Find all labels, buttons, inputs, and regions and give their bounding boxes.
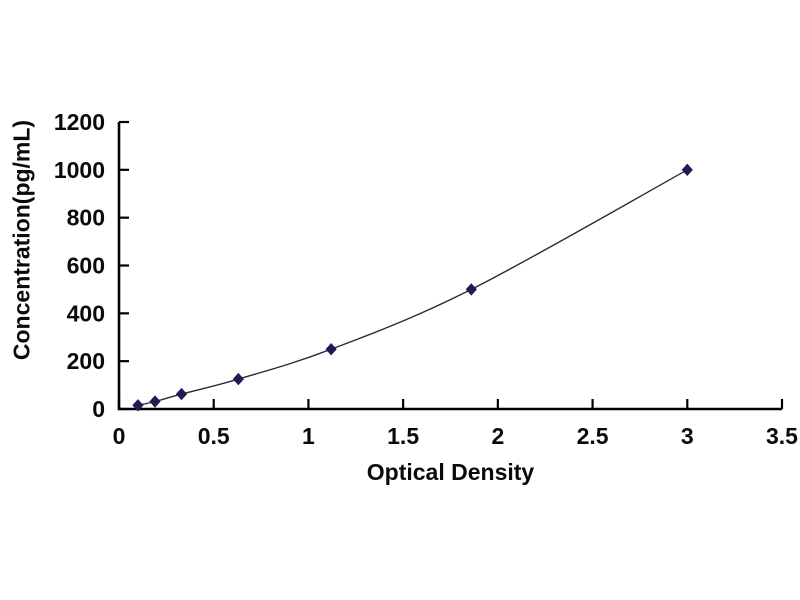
x-axis-title: Optical Density bbox=[366, 459, 535, 485]
x-tick-label: 0 bbox=[113, 423, 126, 449]
tick-labels: 0 200 400 600 800 1000 1200 0 0.5 1 1.5 2 2.5 3 3.5 bbox=[54, 109, 798, 449]
data-point bbox=[149, 395, 161, 408]
y-tick-label: 1200 bbox=[54, 109, 105, 135]
y-tick-label: 800 bbox=[67, 205, 105, 231]
data-point bbox=[681, 163, 693, 177]
x-tick-label: 3.5 bbox=[766, 423, 798, 449]
x-tick-label: 2 bbox=[491, 423, 504, 449]
x-tick-label: 0.5 bbox=[198, 423, 230, 449]
y-tick-label: 600 bbox=[67, 253, 105, 279]
y-tick-label: 200 bbox=[67, 348, 105, 374]
x-tick-label: 3 bbox=[681, 423, 694, 449]
y-tick-label: 1000 bbox=[54, 157, 105, 183]
axes bbox=[117, 120, 784, 411]
y-axis-title: Concentration(pg/mL) bbox=[8, 119, 35, 361]
data-point bbox=[325, 343, 337, 356]
data-point bbox=[132, 399, 144, 412]
data-point bbox=[232, 372, 244, 386]
x-tick-label: 2.5 bbox=[577, 423, 609, 449]
y-tick-label: 0 bbox=[92, 396, 105, 422]
data-point bbox=[175, 387, 188, 401]
data-point bbox=[465, 283, 477, 296]
x-tick-label: 1 bbox=[302, 423, 315, 449]
series-line bbox=[137, 169, 688, 406]
data-series bbox=[132, 163, 693, 412]
axis-spine bbox=[117, 122, 782, 411]
y-tick-label: 400 bbox=[67, 300, 105, 326]
x-tick-label: 1.5 bbox=[387, 423, 419, 449]
